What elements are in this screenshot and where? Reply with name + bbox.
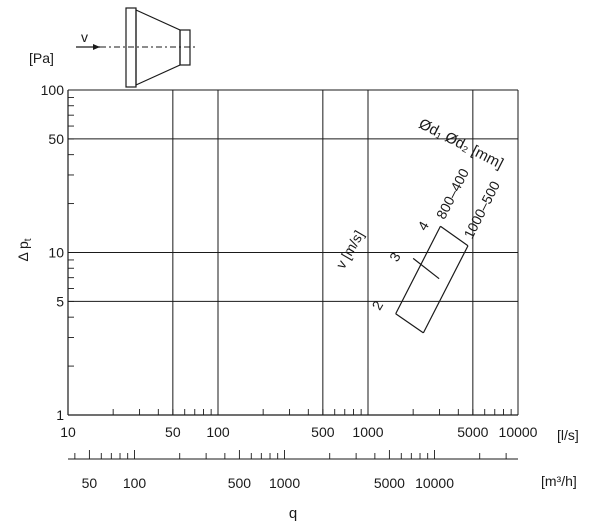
- x2-unit-label: [m³/h]: [541, 473, 577, 489]
- x-tick-label: 10000: [499, 424, 538, 440]
- series-line-1000-500: [422, 245, 469, 334]
- reducer-outlet-collar: [179, 29, 191, 66]
- y-tick-label: 10: [48, 245, 64, 261]
- reducer-icon: [100, 7, 198, 88]
- y-tick-label: 5: [56, 293, 64, 309]
- tick-labels: 10 50 100 500 1000 5000 10000 1 5 10 50 100 50 100 500…: [41, 82, 538, 491]
- x2-tick-label: 100: [123, 475, 147, 491]
- y-tick-label: 100: [41, 82, 65, 98]
- series-line-800-400: [395, 226, 441, 314]
- y-axis-title: Δ pt: [15, 238, 34, 261]
- x-tick-label: 100: [206, 424, 230, 440]
- grid-lines: [68, 89, 519, 415]
- flow-velocity-label: v: [81, 29, 88, 45]
- x-unit-label: [l/s]: [557, 427, 579, 443]
- velocity-line-4: [440, 225, 469, 247]
- x-tick-label: 1000: [352, 424, 383, 440]
- y-tick-label: 1: [56, 407, 64, 423]
- series-label: 800–400: [433, 166, 472, 222]
- tick-marks: [68, 96, 512, 459]
- x-axis-title: q: [289, 505, 297, 522]
- x-tick-label: 10: [60, 424, 76, 440]
- x-tick-label: 500: [311, 424, 335, 440]
- x2-tick-label: 5000: [374, 475, 405, 491]
- velocity-line-2: [395, 313, 424, 334]
- velocity-tick-label: 4: [414, 218, 432, 233]
- x2-tick-label: 1000: [269, 475, 300, 491]
- velocity-tick-label: 3: [386, 249, 404, 264]
- velocity-line-3: [412, 257, 440, 280]
- y-axis-title-subscript: t: [23, 238, 34, 241]
- flow-arrow: [76, 44, 100, 50]
- y-tick-label: 50: [48, 131, 64, 147]
- reducer-cone: [135, 9, 181, 86]
- x2-tick-label: 50: [82, 475, 98, 491]
- velocity-axis-label: v [m/s]: [332, 228, 366, 272]
- x2-tick-label: 10000: [415, 475, 454, 491]
- x-tick-label: 50: [165, 424, 181, 440]
- y-unit-label: [Pa]: [29, 50, 54, 66]
- velocity-tick-label: 2: [368, 298, 386, 313]
- series-label: 1000–500: [460, 178, 503, 241]
- reducer-inlet-collar: [125, 7, 137, 88]
- x2-tick-label: 500: [228, 475, 252, 491]
- x-tick-label: 5000: [457, 424, 488, 440]
- diameter-header: Ød₁ Ød₂ [mm]: [416, 115, 506, 172]
